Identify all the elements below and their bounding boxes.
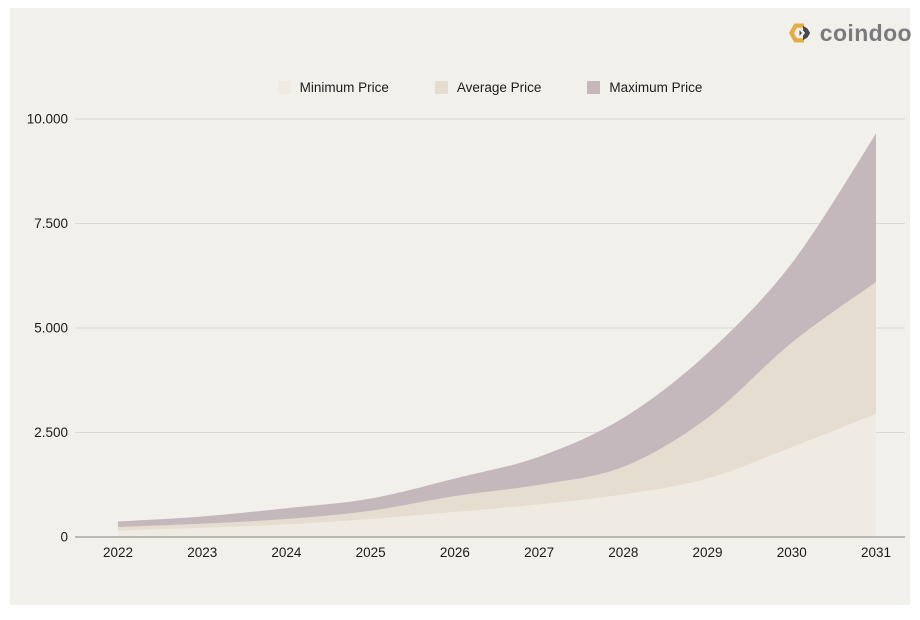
area-minimum-price [118,413,876,537]
y-axis-label: 0 [60,530,68,545]
x-axis-label: 2022 [103,545,133,560]
x-axis-label: 2029 [693,545,723,560]
x-axis-label: 2025 [356,545,386,560]
legend-label: Average Price [456,80,542,95]
coin-icon-dark-notch [799,30,802,36]
legend-swatch [434,81,448,94]
legend-label: Maximum Price [609,80,703,95]
coindoo-coin-icon [788,23,810,43]
x-axis-label: 2026 [440,545,470,560]
coin-icon-gold-half [788,23,804,43]
y-axis-label: 5.000 [34,321,68,336]
y-axis-label: 7.500 [34,216,68,231]
x-axis-label: 2030 [777,545,807,560]
x-axis-label: 2027 [524,545,554,560]
x-axis-label: 2024 [271,545,302,560]
coin-icon-dark-half [802,25,810,41]
coindoo-logo-text: coindoo [819,19,912,46]
chart-legend: Minimum Price Average Price Maximum Price [75,80,905,95]
y-axis-label: 10.000 [27,112,68,127]
y-axis-label: 2.500 [34,425,68,440]
area-average-price [118,282,876,537]
legend-swatch [277,81,291,94]
x-axis-label: 2023 [187,545,217,560]
legend-item-maximum-price: Maximum Price [587,80,702,95]
coindoo-logo: coindoo [786,18,912,48]
x-axis-label: 2028 [608,545,638,560]
legend-swatch [587,81,601,94]
legend-label: Minimum Price [299,80,389,95]
legend-item-average-price: Average Price [434,80,542,95]
x-axis-label: 2031 [861,545,891,560]
legend-item-minimum-price: Minimum Price [277,80,389,95]
